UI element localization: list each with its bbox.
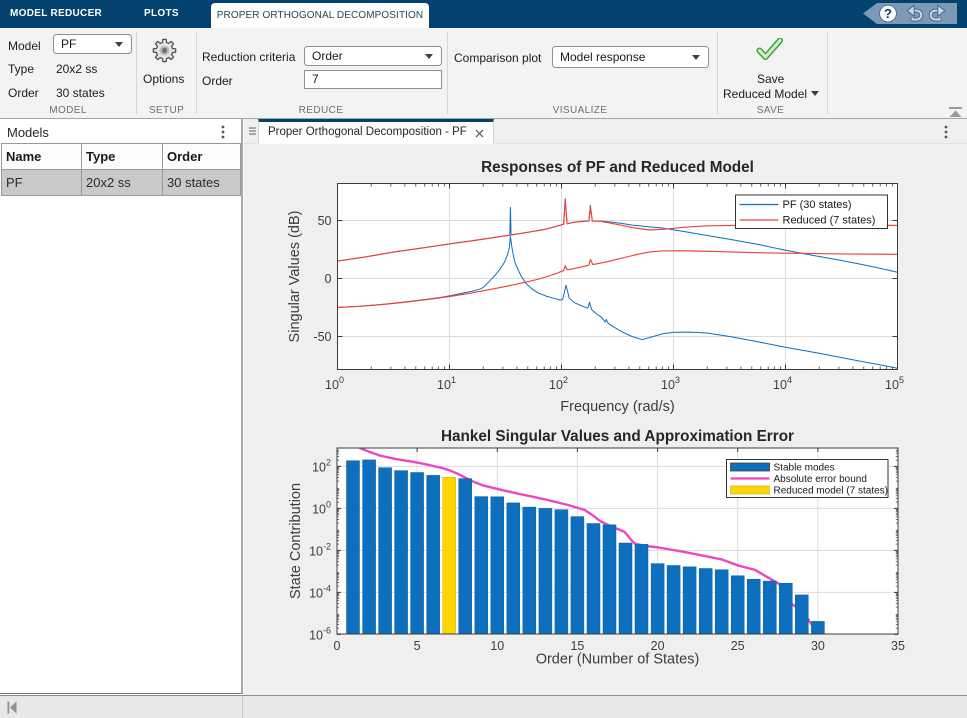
- svg-text:0: 0: [325, 272, 332, 286]
- svg-text:20: 20: [651, 639, 665, 653]
- svg-text:Order (Number of States): Order (Number of States): [536, 652, 700, 668]
- svg-text:5: 5: [414, 639, 421, 653]
- svg-text:35: 35: [891, 639, 905, 653]
- svg-text:15: 15: [570, 639, 584, 653]
- svg-text:-50: -50: [313, 330, 331, 344]
- svg-text:10: 10: [490, 639, 504, 653]
- svg-text:Reduced (7 states): Reduced (7 states): [783, 215, 876, 227]
- svg-text:Reduced model (7 states): Reduced model (7 states): [774, 486, 889, 497]
- svg-text:Stable modes: Stable modes: [774, 463, 835, 474]
- svg-text:Absolute error bound: Absolute error bound: [774, 474, 867, 485]
- svg-text:PF (30 states): PF (30 states): [783, 199, 852, 211]
- svg-text:Hankel Singular Values and App: Hankel Singular Values and Approximation…: [441, 428, 794, 445]
- svg-text:Responses of PF and Reduced Mo: Responses of PF and Reduced Model: [481, 159, 754, 176]
- svg-text:25: 25: [731, 639, 745, 653]
- svg-text:30: 30: [811, 639, 825, 653]
- svg-text:0: 0: [334, 639, 341, 653]
- svg-text:50: 50: [318, 214, 332, 228]
- svg-text:Frequency (rad/s): Frequency (rad/s): [560, 399, 674, 415]
- svg-text:?: ?: [884, 6, 892, 21]
- svg-text:State Contribution: State Contribution: [288, 483, 304, 599]
- svg-text:Singular Values (dB): Singular Values (dB): [287, 211, 303, 343]
